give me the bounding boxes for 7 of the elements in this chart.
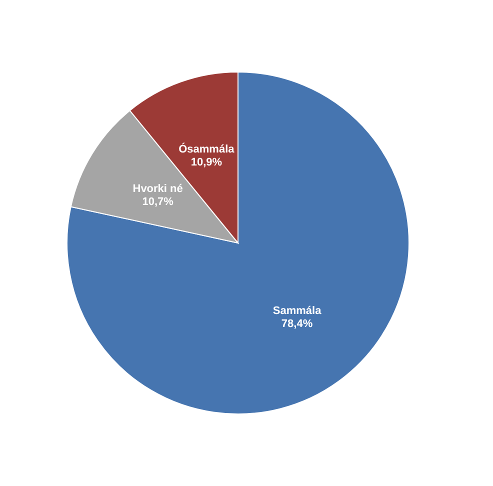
- slice-label: Ósammála: [178, 142, 236, 156]
- data-label: 10,9%: [190, 156, 222, 168]
- slice-label: Sammála: [272, 305, 322, 318]
- slice-label: Hvorki né: [132, 182, 183, 195]
- data-label: 10,7%: [142, 196, 174, 208]
- data-label: 78,4%: [281, 318, 313, 330]
- pie-slice: [66, 72, 410, 414]
